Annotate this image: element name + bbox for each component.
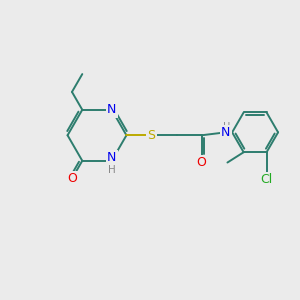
- Text: S: S: [148, 129, 155, 142]
- Text: N: N: [107, 103, 116, 116]
- Text: N: N: [107, 151, 116, 164]
- Text: Cl: Cl: [260, 173, 273, 186]
- Text: H: H: [224, 122, 231, 132]
- Text: N: N: [221, 126, 230, 139]
- Text: O: O: [67, 172, 77, 185]
- Text: O: O: [196, 156, 206, 169]
- Text: H: H: [108, 165, 116, 175]
